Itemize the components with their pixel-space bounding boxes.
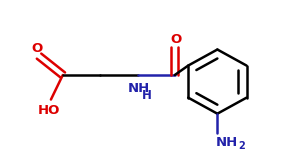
Text: O: O	[32, 42, 43, 55]
Text: H: H	[142, 89, 152, 102]
Text: NH: NH	[128, 82, 150, 95]
Text: O: O	[170, 33, 182, 46]
Text: 2: 2	[238, 141, 244, 151]
Text: NH: NH	[216, 136, 238, 149]
Text: HO: HO	[38, 104, 60, 117]
